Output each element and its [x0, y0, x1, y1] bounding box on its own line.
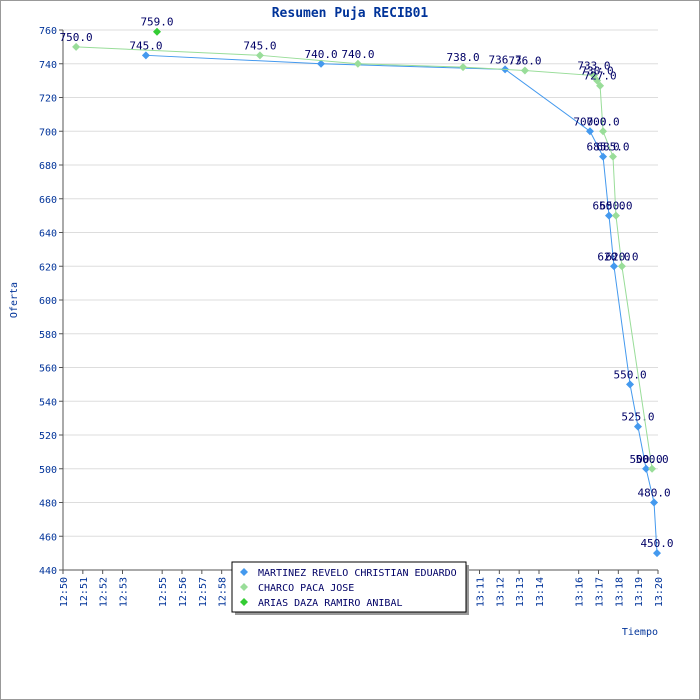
- point-marker: [72, 42, 81, 51]
- point-marker: [255, 51, 264, 60]
- point-marker: [589, 71, 598, 80]
- data-label: 500.0: [630, 453, 663, 466]
- point-marker: [141, 51, 150, 60]
- y-tick-label: 620: [39, 262, 57, 273]
- data-label: 727.0: [584, 70, 617, 83]
- legend-label: CHARCO PACA JOSE: [258, 583, 354, 594]
- point-marker: [520, 66, 529, 75]
- point-marker: [585, 127, 594, 136]
- point-marker: [596, 81, 605, 90]
- point-marker: [605, 211, 614, 220]
- point-marker: [317, 59, 326, 68]
- y-tick-label: 440: [39, 566, 57, 577]
- data-label: 750.0: [60, 31, 93, 44]
- point-marker: [650, 498, 659, 507]
- data-label: 700.0: [586, 115, 619, 128]
- point-marker: [653, 549, 662, 558]
- y-tick-label: 660: [39, 195, 57, 206]
- data-label: 745.0: [243, 39, 276, 52]
- data-label: 740.0: [304, 48, 337, 61]
- x-tick-label: 13:16: [575, 577, 586, 607]
- legend-marker: [240, 598, 248, 606]
- data-label: 525.0: [621, 411, 654, 424]
- x-tick-label: 13:12: [495, 577, 506, 607]
- point-marker: [593, 76, 602, 85]
- point-marker: [626, 380, 635, 389]
- data-label: 700.0: [573, 115, 606, 128]
- y-tick-label: 500: [39, 465, 57, 476]
- legend-marker: [240, 568, 248, 576]
- x-tick-label: 12:56: [178, 577, 189, 607]
- x-tick-label: 12:58: [218, 577, 229, 607]
- data-label: 730.0: [581, 65, 614, 78]
- point-marker: [459, 63, 468, 72]
- x-tick-label: 12:55: [158, 577, 169, 607]
- x-tick-label: 13:20: [654, 577, 665, 607]
- x-tick-label: 13:19: [634, 577, 645, 607]
- y-tick-label: 540: [39, 397, 57, 408]
- data-label: 500.0: [635, 453, 668, 466]
- data-label: 738.0: [446, 51, 479, 64]
- point-marker: [599, 127, 608, 136]
- data-label: 620.0: [605, 250, 638, 263]
- data-label: 620.0: [597, 250, 630, 263]
- x-tick-label: 13:17: [595, 577, 606, 607]
- x-tick-label: 12:51: [79, 577, 90, 607]
- y-tick-label: 460: [39, 532, 57, 543]
- data-label: 736.0: [508, 55, 541, 68]
- y-tick-label: 520: [39, 431, 57, 442]
- data-label: 759.0: [140, 16, 173, 29]
- point-marker: [599, 152, 608, 161]
- point-marker: [608, 152, 617, 161]
- point-marker: [153, 27, 162, 36]
- point-marker: [617, 262, 626, 271]
- data-label: 740.0: [341, 48, 374, 61]
- x-tick-label: 12:50: [59, 577, 70, 607]
- point-marker: [642, 464, 651, 473]
- y-tick-label: 560: [39, 364, 57, 375]
- x-tick-label: 13:13: [515, 577, 526, 607]
- legend-label: MARTINEZ REVELO CHRISTIAN EDUARDO: [258, 568, 457, 579]
- y-tick-label: 600: [39, 296, 57, 307]
- point-marker: [611, 211, 620, 220]
- data-label: 650.0: [592, 200, 625, 213]
- point-marker: [633, 422, 642, 431]
- y-tick-label: 680: [39, 161, 57, 172]
- y-tick-label: 580: [39, 330, 57, 341]
- data-label: 733.0: [577, 60, 610, 73]
- point-marker: [609, 262, 618, 271]
- chart-title: Resumen Puja RECIB01: [272, 6, 429, 21]
- y-axis-label: Oferta: [9, 282, 20, 318]
- x-tick-label: 12:57: [198, 577, 209, 607]
- legend-marker: [240, 583, 248, 591]
- x-tick-label: 13:18: [614, 577, 625, 607]
- point-marker: [353, 59, 362, 68]
- data-label: 745.0: [129, 39, 162, 52]
- y-tick-label: 740: [39, 60, 57, 71]
- y-tick-label: 640: [39, 229, 57, 240]
- series-line: [145, 54, 658, 554]
- x-tick-label: 12:53: [119, 577, 130, 607]
- legend-label: ARIAS DAZA RAMIRO ANIBAL: [258, 598, 403, 609]
- data-label: 450.0: [640, 537, 673, 550]
- x-tick-label: 12:52: [99, 577, 110, 607]
- y-tick-label: 480: [39, 499, 57, 510]
- legend-box: [231, 561, 467, 613]
- data-label: 685.0: [586, 141, 619, 154]
- y-tick-label: 720: [39, 94, 57, 105]
- data-label: 480.0: [637, 487, 670, 500]
- x-axis-label: Tiempo: [622, 627, 658, 638]
- y-tick-label: 700: [39, 127, 57, 138]
- data-label: 650.0: [599, 200, 632, 213]
- x-tick-label: 13:11: [476, 577, 487, 607]
- data-label: 736.7: [489, 53, 522, 66]
- x-tick-label: 13:14: [535, 577, 546, 607]
- point-marker: [648, 464, 657, 473]
- y-tick-label: 760: [39, 26, 57, 37]
- data-label: 550.0: [613, 368, 646, 381]
- data-label: 685.0: [596, 141, 629, 154]
